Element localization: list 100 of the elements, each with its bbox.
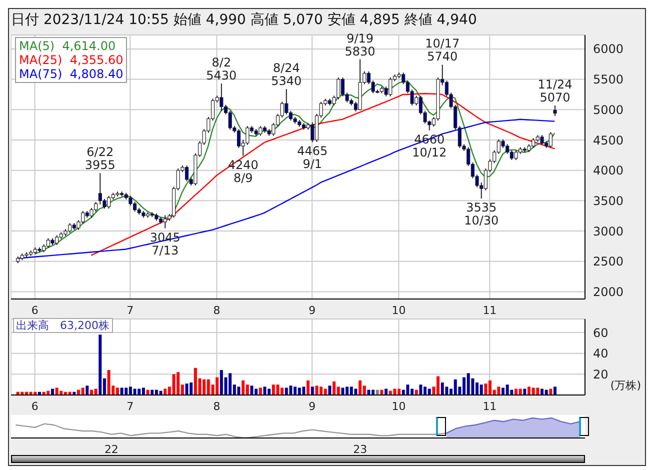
x-tick-label: 9	[308, 400, 316, 413]
y-tick-label: 20	[593, 367, 608, 382]
bar	[250, 386, 254, 395]
y-tick-label: 5000	[593, 102, 624, 117]
bar	[310, 386, 314, 395]
bar	[554, 386, 557, 395]
annotation: 10/17 5740	[425, 36, 460, 64]
bar	[298, 388, 301, 395]
x-tick-label: 9	[308, 304, 316, 317]
candlestick	[284, 88, 288, 116]
bar	[185, 384, 188, 395]
candlestick	[220, 83, 224, 112]
candlestick	[514, 150, 518, 161]
bar	[532, 388, 535, 395]
bar	[328, 386, 332, 395]
bar	[332, 381, 336, 395]
candlestick	[128, 195, 132, 206]
bar	[172, 374, 176, 395]
bar	[294, 386, 297, 395]
y-tick-label: 5500	[593, 72, 624, 87]
y-tick-label: 2000	[593, 284, 624, 299]
bar	[484, 384, 488, 395]
x-tick-label: 10	[392, 304, 406, 317]
bar	[98, 334, 102, 395]
chart-title: 日付 2023/11/24 10:55 始値 4,990 高値 5,070 安値 4,895 終値 4,940	[11, 11, 477, 29]
annotation: 3535 10/30	[464, 200, 499, 228]
bar	[237, 386, 240, 395]
line-series	[16, 118, 556, 259]
bar	[306, 380, 310, 395]
x-tick-label: 6	[31, 400, 38, 413]
x-tick-label: 7	[126, 400, 134, 413]
bar	[276, 384, 280, 395]
bar	[497, 386, 500, 395]
x-tick-label: 11	[482, 400, 497, 413]
annotation: 11/24 5070	[538, 77, 572, 104]
annotation: 4465 9/1	[297, 144, 328, 172]
x-tick-label: 22	[104, 442, 118, 456]
bar	[120, 388, 124, 395]
candlestick	[236, 128, 241, 148]
bar	[242, 380, 245, 395]
annotation: 8/2 5430	[206, 56, 237, 83]
y-tick-label: 2500	[593, 254, 624, 269]
bar	[124, 388, 128, 395]
bar	[116, 388, 119, 395]
bar	[445, 386, 448, 395]
bar	[246, 384, 249, 395]
y-tick-label: 3000	[593, 224, 624, 238]
bar	[81, 388, 84, 395]
candlestick	[553, 104, 557, 117]
chart-title: 出来高 63,200株	[13, 318, 112, 333]
bar	[506, 384, 509, 395]
bar	[55, 388, 58, 395]
bar	[86, 386, 89, 395]
x-tick-label: 10	[392, 400, 406, 413]
bar	[107, 370, 110, 395]
bar	[341, 388, 344, 395]
text: MA(25) 4,355.60	[19, 53, 124, 67]
bar	[406, 384, 410, 395]
candlestick	[184, 164, 189, 182]
candlestick	[548, 132, 552, 148]
x-tick-label: 23	[353, 442, 368, 456]
annotation: 9/19 5830	[344, 31, 376, 58]
bar	[358, 380, 362, 395]
bar	[350, 386, 353, 395]
x-tick-label: 8	[213, 400, 220, 413]
y-tick-label: 6000	[593, 42, 624, 56]
text: (万株)	[610, 378, 641, 393]
bar	[228, 373, 232, 395]
bar	[302, 386, 306, 395]
x-tick-label: 8	[213, 304, 220, 317]
candlestick	[258, 126, 262, 136]
y-tick-label: 60	[593, 326, 608, 340]
x-tick-label: 6	[31, 304, 38, 317]
bar	[280, 388, 284, 395]
y-tick-label: 4000	[593, 164, 624, 178]
bar	[216, 377, 219, 395]
x-tick-label: 7	[126, 304, 134, 317]
bar	[480, 384, 483, 395]
y-tick-label: 40	[593, 346, 608, 361]
annotation: 6/22 3955	[84, 145, 116, 172]
candlestick	[540, 134, 544, 146]
bar	[536, 388, 540, 395]
text: MA(75) 4,808.40	[19, 67, 124, 81]
candlestick	[246, 126, 250, 146]
bar	[142, 388, 145, 395]
bar	[419, 384, 422, 395]
bar	[502, 388, 505, 395]
bar	[466, 373, 470, 395]
annotation: 8/24 5340	[271, 61, 302, 88]
text: MA(5) 4,614.00	[19, 39, 117, 53]
y-tick-label: 4500	[593, 133, 624, 148]
bar	[176, 372, 180, 395]
y-tick-label: 3500	[593, 194, 624, 208]
bar	[315, 386, 318, 395]
annotation: 4240 8/9	[228, 158, 258, 185]
candlestick	[340, 76, 345, 97]
bar	[190, 382, 193, 395]
bar	[289, 386, 292, 395]
bar	[440, 382, 444, 395]
bar	[202, 379, 206, 395]
